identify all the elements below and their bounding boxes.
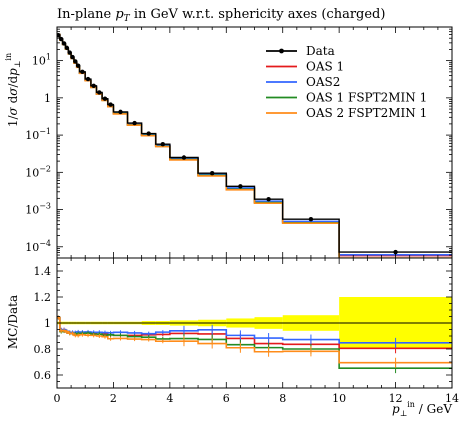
data-point: [57, 33, 61, 38]
data-point: [91, 83, 96, 89]
data-point: [64, 45, 70, 51]
ratio-line-oas-2-fspt2min-1: [57, 316, 452, 364]
y-tick-label: 1: [44, 92, 51, 105]
x-tick-label: 0: [54, 392, 61, 405]
data-point: [108, 102, 113, 107]
x-axis-label: p⊥in / GeV: [392, 400, 452, 418]
y-tick-label: 0.6: [34, 369, 52, 382]
x-tick-label: 4: [166, 392, 173, 405]
y-tick-label: 1.4: [34, 265, 52, 278]
data-point: [70, 54, 75, 60]
data-point: [132, 120, 137, 126]
y-axis-label-ratio: MC/Data: [6, 295, 20, 349]
legend-label: OAS 1: [306, 60, 344, 74]
data-point: [80, 69, 85, 75]
data-point: [97, 90, 102, 95]
chart-title: In-plane pT in GeV w.r.t. sphericity axe…: [57, 7, 385, 24]
ratio-plot-panel: 0 2 4 6 8 10 12 14 0.6 0.8 1 1.2 1.4: [34, 27, 459, 405]
data-point: [59, 36, 64, 42]
y-tick-label: 10−2: [25, 164, 51, 179]
y-tick-label: 10−4: [25, 239, 51, 254]
y-ticks-main: 101 1 10−1 10−2 10−3 10−4: [25, 26, 452, 259]
data-point: [209, 170, 215, 176]
y-ticks-ratio: 0.6 0.8 1 1.2 1.4: [34, 257, 452, 389]
x-tick-label: 14: [445, 392, 459, 405]
y-tick-label: 0.8: [34, 343, 52, 356]
series-line-data: [57, 34, 452, 253]
y-axis-label-main: 1/σ dσ/dp⊥in: [4, 53, 22, 127]
legend-label: OAS 2 FSPT2MIN 1: [306, 106, 427, 120]
data-point: [102, 96, 108, 101]
ratio-series-group: [57, 315, 452, 374]
series-line-oas-1: [57, 33, 452, 257]
y-tick-label: 10−1: [25, 127, 51, 142]
series-line-oas2: [57, 33, 452, 256]
x-tick-label: 8: [279, 392, 286, 405]
data-point: [308, 217, 314, 222]
data-point: [160, 141, 166, 147]
main-frame: [56, 26, 453, 259]
data-point: [61, 41, 67, 46]
data-point: [118, 109, 123, 115]
x-tick-label: 6: [223, 392, 230, 405]
y-tick-label: 1.2: [34, 291, 52, 304]
x-tick-label: 10: [332, 392, 346, 405]
legend-label: Data: [306, 44, 335, 58]
legend-marker: [279, 48, 284, 54]
data-point: [67, 50, 72, 55]
main-series-group: [57, 33, 452, 258]
main-plot-panel: 101 1 10−1 10−2 10−3 10−4: [25, 26, 453, 259]
data-point: [266, 196, 271, 202]
legend-label: OAS 1 FSPT2MIN 1: [306, 91, 427, 105]
x-tick-label: 12: [389, 392, 403, 405]
x-ticks: 0 2 4 6 8 10 12 14: [54, 27, 459, 405]
data-point: [146, 131, 151, 136]
data-point: [181, 155, 187, 160]
series-line-oas-1-fspt2min-1: [57, 33, 340, 258]
data-point: [238, 184, 243, 189]
data-point: [75, 63, 81, 68]
y-tick-label: 101: [32, 53, 51, 68]
series-line-oas-2-fspt2min-1: [57, 33, 452, 258]
legend-label: OAS2: [306, 75, 340, 89]
svg-text:1/σ dσ/dp⊥in: 1/σ dσ/dp⊥in: [4, 53, 22, 127]
x-tick-label: 2: [110, 392, 117, 405]
data-point: [73, 59, 78, 64]
y-tick-label: 1: [44, 317, 51, 330]
data-point: [85, 76, 91, 82]
y-tick-label: 10−3: [25, 202, 51, 217]
